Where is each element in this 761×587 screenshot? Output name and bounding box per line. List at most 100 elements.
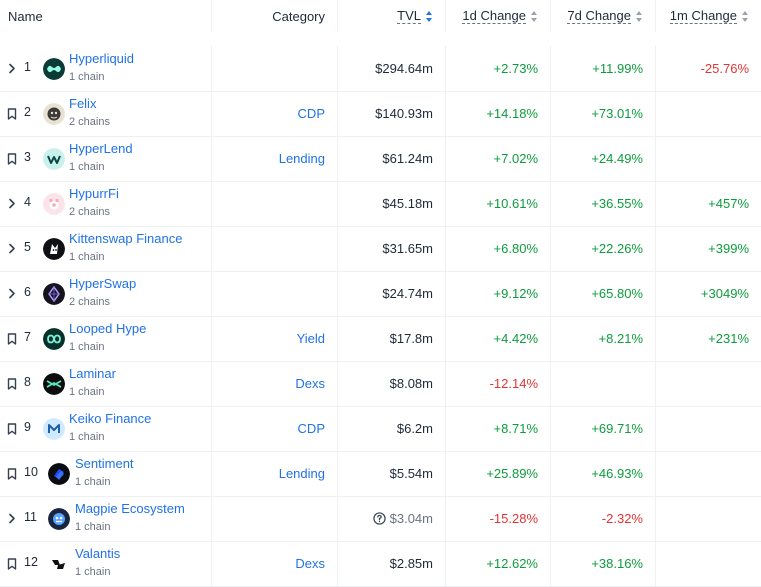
change-1m-cell — [656, 451, 761, 496]
chain-count[interactable]: 1 chain — [69, 71, 105, 83]
chevron-right-icon[interactable] — [6, 242, 18, 255]
name-cell: 1 Hyperliquid 1 chain — [0, 46, 212, 91]
tvl-cell: $31.65m — [338, 226, 446, 271]
protocol-link[interactable]: HyperLend — [69, 141, 133, 156]
chevron-right-icon[interactable] — [6, 62, 18, 75]
protocol-link[interactable]: Magpie Ecosystem — [75, 501, 185, 516]
chain-count[interactable]: 2 chains — [69, 296, 110, 308]
table-row[interactable]: 11 Magpie Ecosystem 1 chain $3.04m -15.2… — [0, 496, 761, 542]
rank: 4 — [24, 195, 31, 209]
table-row[interactable]: 6 HyperSwap 2 chains $24.74m +9.12% +65.… — [0, 271, 761, 317]
table-row[interactable]: 12 Valantis 1 chain Dexs $2.85m +12.62% … — [0, 541, 761, 587]
header-7d-change[interactable]: 7d Change — [551, 0, 656, 32]
bookmark-icon[interactable] — [6, 377, 18, 390]
bookmark-icon[interactable] — [6, 152, 18, 165]
category-cell — [212, 496, 338, 541]
change-1d-value: +25.89% — [486, 466, 538, 481]
category-cell: Yield — [212, 316, 338, 361]
table-row[interactable]: 5 Kittenswap Finance 1 chain $31.65m +6.… — [0, 226, 761, 272]
table-row[interactable]: 9 Keiko Finance 1 chain CDP $6.2m +8.71%… — [0, 406, 761, 452]
hypurrfi-logo — [43, 193, 65, 215]
protocol-link[interactable]: HyperSwap — [69, 276, 137, 291]
change-1m-cell — [656, 136, 761, 181]
change-1d-cell: +8.71% — [446, 406, 551, 451]
hyperliquid-logo — [43, 58, 65, 80]
name-cell: 6 HyperSwap 2 chains — [0, 271, 212, 316]
category-link[interactable]: CDP — [297, 106, 325, 121]
category-link[interactable]: Yield — [296, 331, 325, 346]
bookmark-icon[interactable] — [6, 107, 18, 120]
chain-count[interactable]: 1 chain — [69, 386, 105, 398]
chain-count[interactable]: 1 chain — [75, 566, 111, 578]
category-link[interactable]: Dexs — [295, 376, 325, 391]
chain-count[interactable]: 1 chain — [75, 476, 111, 488]
category-cell — [212, 46, 338, 91]
header-category[interactable]: Category — [212, 0, 338, 32]
name-cell: 4 HypurrFi 2 chains — [0, 181, 212, 226]
help-circle-icon[interactable] — [372, 512, 386, 525]
felix-logo — [43, 103, 65, 125]
change-1m-cell — [656, 541, 761, 586]
protocol-link[interactable]: HypurrFi — [69, 186, 119, 201]
category-link[interactable]: Dexs — [295, 556, 325, 571]
rank: 6 — [24, 285, 31, 299]
change-1m-cell: +399% — [656, 226, 761, 271]
chain-count[interactable]: 1 chain — [75, 521, 111, 533]
bookmark-icon[interactable] — [6, 422, 18, 435]
category-link[interactable]: Lending — [278, 151, 325, 166]
header-tvl-label: TVL — [397, 8, 421, 24]
chain-count[interactable]: 2 chains — [69, 206, 110, 218]
protocol-link[interactable]: Kittenswap Finance — [69, 231, 183, 246]
bookmark-icon[interactable] — [6, 332, 18, 345]
change-7d-cell: +38.16% — [551, 541, 656, 586]
change-1d-cell: +2.73% — [446, 46, 551, 91]
change-1d-value: +7.02% — [493, 151, 538, 166]
change-7d-value: +36.55% — [591, 196, 643, 211]
change-1m-cell — [656, 496, 761, 541]
tvl-cell: $17.8m — [338, 316, 446, 361]
protocol-link[interactable]: Sentiment — [75, 456, 134, 471]
protocol-link[interactable]: Looped Hype — [69, 321, 147, 336]
change-7d-value: +65.80% — [591, 286, 643, 301]
change-1m-cell — [656, 406, 761, 451]
table-row[interactable]: 4 HypurrFi 2 chains $45.18m +10.61% +36.… — [0, 181, 761, 227]
change-7d-value: +38.16% — [591, 556, 643, 571]
rank: 12 — [24, 555, 38, 569]
category-link[interactable]: Lending — [278, 466, 325, 481]
header-1d-change[interactable]: 1d Change — [446, 0, 551, 32]
header-1m-change[interactable]: 1m Change — [656, 0, 761, 32]
protocol-link[interactable]: Felix — [69, 96, 97, 111]
table-row[interactable]: 10 Sentiment 1 chain Lending $5.54m +25.… — [0, 451, 761, 497]
change-7d-cell: +8.21% — [551, 316, 656, 361]
header-1d-label: 1d Change — [462, 8, 526, 24]
chain-count[interactable]: 1 chain — [69, 251, 105, 263]
chain-count[interactable]: 1 chain — [69, 431, 105, 443]
category-link[interactable]: CDP — [297, 421, 325, 436]
table-row[interactable]: 3 HyperLend 1 chain Lending $61.24m +7.0… — [0, 136, 761, 182]
protocol-link[interactable]: Keiko Finance — [69, 411, 152, 426]
bookmark-icon[interactable] — [6, 467, 18, 480]
tvl-cell: $8.08m — [338, 361, 446, 406]
chain-count[interactable]: 2 chains — [69, 116, 110, 128]
table-row[interactable]: 7 Looped Hype 1 chain Yield $17.8m +4.42… — [0, 316, 761, 362]
header-tvl[interactable]: TVL — [338, 0, 446, 32]
chevron-right-icon[interactable] — [6, 287, 18, 300]
table-row[interactable]: 8 Laminar 1 chain Dexs $8.08m -12.14% — [0, 361, 761, 407]
change-1d-cell: +25.89% — [446, 451, 551, 496]
chain-count[interactable]: 1 chain — [69, 161, 105, 173]
header-name[interactable]: Name — [0, 0, 212, 32]
table-row[interactable]: 1 Hyperliquid 1 chain $294.64m +2.73% +1… — [0, 46, 761, 92]
change-7d-cell: +24.49% — [551, 136, 656, 181]
change-1m-value: +3049% — [700, 286, 749, 301]
chevron-right-icon[interactable] — [6, 197, 18, 210]
rank: 10 — [24, 465, 38, 479]
bookmark-icon[interactable] — [6, 557, 18, 570]
chain-count[interactable]: 1 chain — [69, 341, 105, 353]
protocol-link[interactable]: Valantis — [75, 546, 121, 561]
chevron-right-icon[interactable] — [6, 512, 18, 525]
change-7d-cell: +69.71% — [551, 406, 656, 451]
protocol-link[interactable]: Hyperliquid — [69, 51, 135, 66]
protocol-link[interactable]: Laminar — [69, 366, 116, 381]
change-7d-cell: -2.32% — [551, 496, 656, 541]
table-row[interactable]: 2 Felix 2 chains CDP $140.93m +14.18% +7… — [0, 91, 761, 137]
